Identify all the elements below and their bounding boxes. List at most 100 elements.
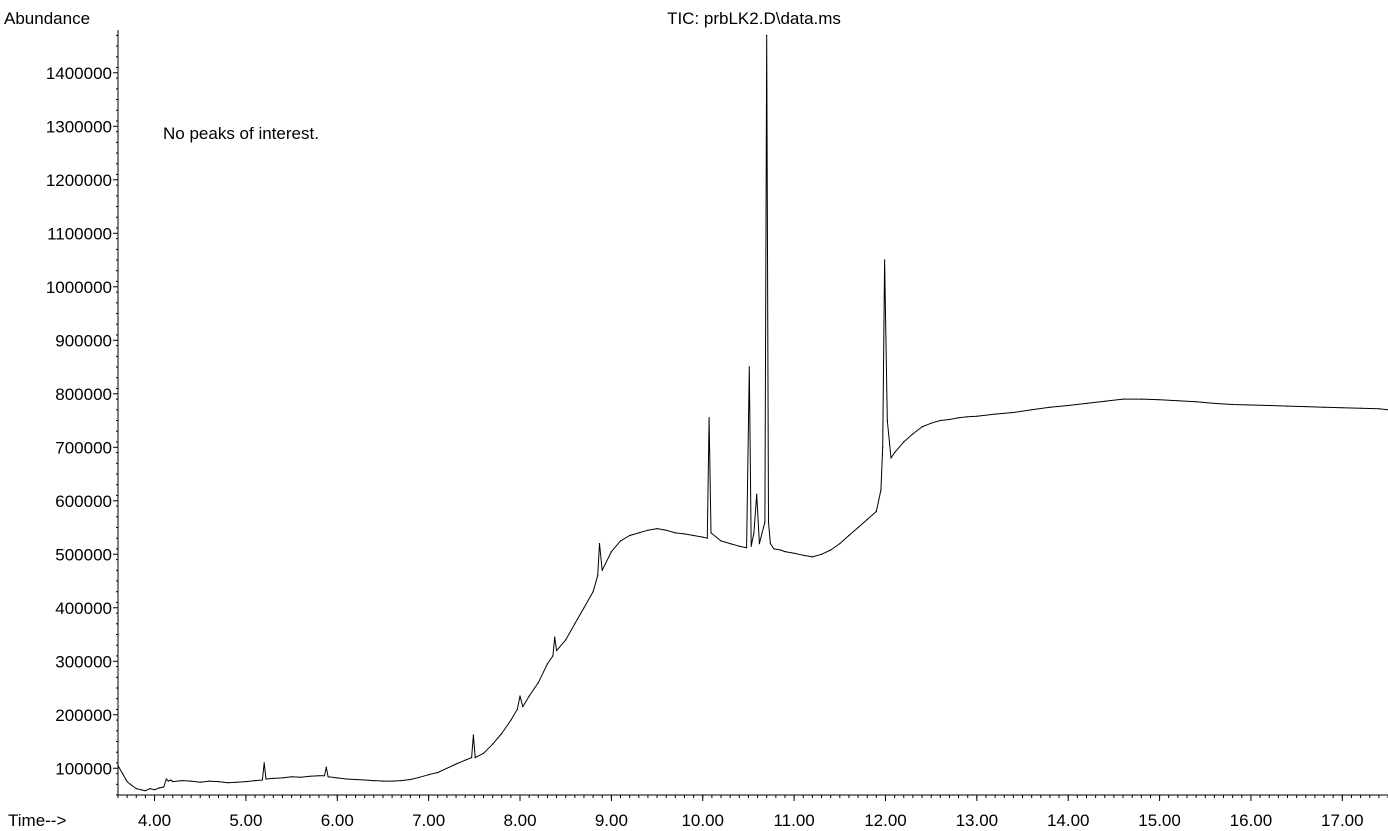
tic-data-point <box>245 781 247 783</box>
tic-data-point <box>1104 400 1106 402</box>
tic-data-point <box>1341 407 1343 409</box>
tic-data-point <box>522 706 524 708</box>
tic-data-point <box>181 780 183 782</box>
tic-data-point <box>1067 404 1069 407</box>
tic-data-point <box>217 781 220 783</box>
y-tick-label: 900000 <box>55 331 112 350</box>
y-tick-label: 600000 <box>55 492 112 511</box>
tic-data-point <box>131 784 133 787</box>
tic-data-point <box>583 607 585 609</box>
tic-data-point <box>610 551 613 553</box>
x-tick-label: 5.00 <box>229 811 262 830</box>
tic-data-point <box>1378 408 1380 410</box>
tic-data-point <box>882 446 884 448</box>
x-axis-ticks: 4.00 5.00 6.00 7.00 8.00 9.00 10.00 11.00 12.00 1… <box>117 795 1388 830</box>
tic-data-point <box>355 778 357 781</box>
tic-data-point <box>1049 406 1051 408</box>
x-tick-label: 17.00 <box>1321 811 1364 830</box>
tic-data-point <box>706 537 708 539</box>
tic-data-point <box>839 543 841 545</box>
y-tick-label: 300000 <box>55 652 112 671</box>
tic-data-point <box>391 780 393 782</box>
tic-data-point <box>482 752 485 754</box>
tic-data-point <box>708 417 710 419</box>
x-tick-label: 16.00 <box>1230 811 1273 830</box>
tic-data-point <box>638 532 640 534</box>
tic-data-point <box>994 413 996 415</box>
tic-data-point <box>1085 402 1088 404</box>
tic-data-point <box>281 777 284 779</box>
tic-data-point <box>140 789 142 791</box>
x-tick-label: 13.00 <box>956 811 999 830</box>
tic-data-point <box>886 419 888 422</box>
tic-data-point <box>135 788 137 790</box>
tic-data-point <box>976 415 978 417</box>
tic-data-point <box>866 518 868 521</box>
tic-data-point <box>729 543 731 545</box>
tic-data-point <box>880 489 882 491</box>
tic-data-point <box>528 695 530 697</box>
tic-data-point <box>574 623 576 625</box>
x-tick-label: 7.00 <box>412 811 445 830</box>
tic-data-point <box>820 553 823 555</box>
tic-data-point <box>738 545 740 547</box>
tic-data-point <box>300 776 302 778</box>
y-tick-label: 800000 <box>55 385 112 404</box>
tic-data-point <box>848 534 850 537</box>
tic-data-point <box>619 540 622 542</box>
tic-data-point <box>165 778 167 780</box>
tic-data-point <box>455 763 457 765</box>
tic-data-point <box>674 532 676 534</box>
tic-data-point <box>170 779 172 781</box>
tic-data-point <box>464 759 466 761</box>
tic-data-point <box>750 545 752 547</box>
tic-data-point <box>510 719 512 721</box>
tic-data-point <box>647 529 649 531</box>
tic-data-point <box>336 777 338 779</box>
tic-data-point <box>930 422 932 424</box>
tic-data-point <box>261 779 263 781</box>
tic-data-point <box>409 778 411 781</box>
x-tick-label: 12.00 <box>864 811 907 830</box>
x-tick-label: 9.00 <box>595 811 628 830</box>
x-tick-label: 8.00 <box>503 811 536 830</box>
y-tick-label: 100000 <box>55 759 112 778</box>
tic-data-point <box>254 780 256 782</box>
y-tick-label: 1200000 <box>46 171 112 190</box>
tic-data-point <box>629 534 631 537</box>
tic-data-point <box>471 757 473 759</box>
tic-data-point <box>126 781 128 783</box>
x-tick-label: 6.00 <box>321 811 354 830</box>
tic-data-point <box>122 773 124 775</box>
tic-data-point <box>153 789 156 791</box>
x-tick-label: 15.00 <box>1138 811 1181 830</box>
x-tick-label: 11.00 <box>773 811 814 830</box>
tic-data-point <box>325 766 327 768</box>
tic-data-point <box>1360 407 1362 409</box>
tic-data-point <box>501 732 503 735</box>
tic-data-point <box>921 426 923 428</box>
y-tick-label: 1300000 <box>46 117 112 136</box>
tic-data-point <box>158 787 160 789</box>
chart-title: TIC: prbLK2.D\data.ms <box>667 9 841 28</box>
tic-data-point <box>1268 404 1270 407</box>
tic-data-point <box>418 776 421 778</box>
tic-data-point <box>373 780 375 782</box>
tic-data-point <box>446 767 448 769</box>
tic-data-point <box>939 419 941 422</box>
tic-data-point <box>746 547 748 549</box>
x-tick-label: 10.00 <box>681 811 724 830</box>
tic-data-point <box>857 526 859 529</box>
tic-trace-line <box>117 34 1388 792</box>
tic-data-point <box>693 534 695 537</box>
y-tick-label: 1000000 <box>46 278 112 297</box>
tic-trace-group <box>117 34 1388 792</box>
tic-data-point <box>492 743 494 745</box>
tic-data-point <box>474 757 476 759</box>
tic-data-point <box>437 771 439 774</box>
tic-data-point <box>1323 406 1325 408</box>
tic-data-point <box>472 734 474 736</box>
y-axis-ticks: 100000 200000 300000 400000 500000 600000 7000… <box>46 34 118 796</box>
tic-data-point <box>948 418 951 421</box>
